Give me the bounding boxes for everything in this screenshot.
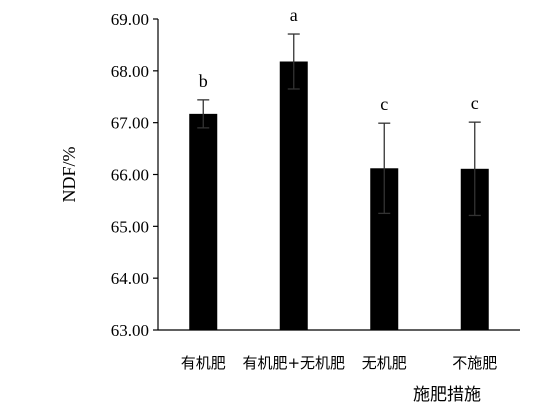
y-axis-title: NDF/% bbox=[59, 146, 79, 202]
significance-label: b bbox=[199, 71, 208, 91]
y-tick-label: 69.00 bbox=[111, 10, 149, 29]
y-tick-label: 65.00 bbox=[111, 217, 149, 236]
error-bars bbox=[197, 33, 481, 217]
significance-label: c bbox=[471, 93, 479, 113]
y-tick-label: 67.00 bbox=[111, 114, 149, 133]
y-ticks: 63.00 64.00 65.00 66.00 67.00 68.00 69.00 bbox=[111, 10, 158, 340]
significance-label: c bbox=[380, 94, 388, 114]
y-tick-label: 66.00 bbox=[111, 166, 149, 185]
y-tick-label: 64.00 bbox=[111, 269, 149, 288]
category-label: 无机肥 bbox=[362, 354, 407, 372]
y-tick-label: 63.00 bbox=[111, 321, 149, 340]
significance-label: a bbox=[290, 5, 298, 25]
category-labels: 有机肥 有机肥+无机肥 无机肥 不施肥 bbox=[181, 354, 498, 372]
category-label: 不施肥 bbox=[452, 354, 497, 372]
category-label: 有机肥+无机肥 bbox=[242, 354, 345, 372]
category-label: 有机肥 bbox=[181, 354, 226, 372]
y-tick-label: 68.00 bbox=[111, 62, 149, 81]
significance-labels: b a c c bbox=[199, 5, 479, 114]
x-axis-title: 施肥措施 bbox=[413, 385, 481, 405]
bar bbox=[189, 113, 218, 330]
bars bbox=[189, 61, 489, 331]
bar bbox=[279, 61, 308, 331]
